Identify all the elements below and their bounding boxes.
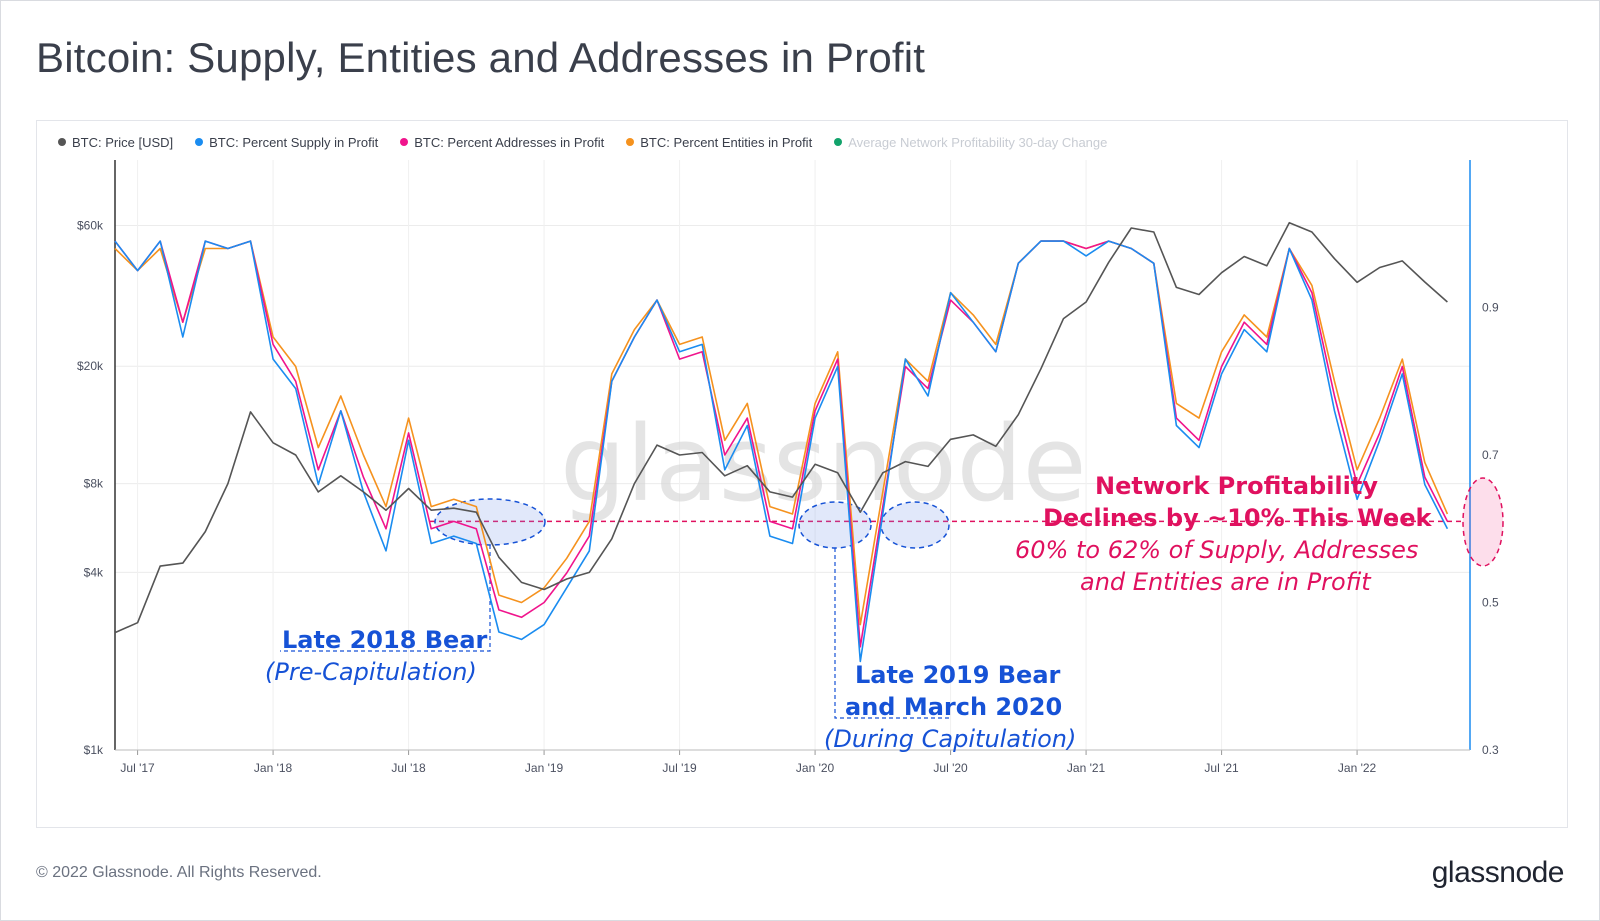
- highlight-current: [1462, 477, 1504, 567]
- x-tick-label: Jul '18: [391, 761, 426, 775]
- ann-late2019-sub: (During Capitulation): [824, 725, 1076, 753]
- legend-dot-price: [58, 138, 66, 146]
- y-left-tick-label: $20k: [77, 359, 104, 373]
- legend-dot-entities: [626, 138, 635, 146]
- axes: [114, 160, 1471, 755]
- x-tick-label: Jul '21: [1204, 761, 1239, 775]
- legend-label-avg-change: Average Network Profitability 30-day Cha…: [848, 134, 1108, 150]
- brand-logo: glassnode: [1431, 856, 1565, 889]
- legend-item-price[interactable]: BTC: Price [USD]: [58, 135, 173, 150]
- x-tick-label: Jul '20: [933, 761, 968, 775]
- tick-labels: $1k $4k $8k $20k $60k 0.3 0.5 0.7 0.9 Jul '17 Jan …: [77, 218, 1499, 775]
- x-tick-label: Jan '18: [254, 761, 293, 775]
- ann-network-line2: Declines by ~10% This Week: [1043, 504, 1432, 532]
- copyright-text: © 2022 Glassnode. All Rights Reserved.: [36, 864, 322, 881]
- legend-label-entities: BTC: Percent Entities in Profit: [640, 134, 813, 150]
- y-left-tick-label: $60k: [77, 218, 104, 232]
- annotation-labels: Late 2018 Bear (Pre-Capitulation) Late 2…: [265, 472, 1432, 753]
- ann-network-line1: Network Profitability: [1095, 472, 1378, 500]
- watermark-text: glassnode: [560, 403, 1087, 525]
- chart-panel: [36, 120, 1568, 828]
- y-left-tick-label: $1k: [84, 743, 104, 757]
- y-right-tick-label: 0.5: [1482, 596, 1499, 610]
- y-right-tick-label: 0.7: [1482, 448, 1499, 462]
- chart-legend: BTC: Price [USD] BTC: Percent Supply in …: [58, 132, 1107, 152]
- y-right-tick-label: 0.9: [1482, 301, 1499, 315]
- ann-late2018-sub: (Pre-Capitulation): [265, 658, 477, 686]
- x-tick-label: Jul '17: [120, 761, 155, 775]
- legend-dot-supply: [195, 138, 204, 146]
- x-tick-label: Jan '20: [796, 761, 835, 775]
- y-left-tick-label: $8k: [84, 477, 104, 491]
- x-tick-label: Jan '22: [1338, 761, 1377, 775]
- legend-label-addresses: BTC: Percent Addresses in Profit: [414, 134, 605, 150]
- legend-dot-addresses: [400, 138, 409, 146]
- series-line-btc-price-usd: [114, 221, 1448, 634]
- x-tick-label: Jan '21: [1067, 761, 1106, 775]
- legend-item-entities[interactable]: BTC: Percent Entities in Profit: [626, 135, 812, 150]
- legend-item-supply[interactable]: BTC: Percent Supply in Profit: [195, 135, 378, 150]
- legend-label-supply: BTC: Percent Supply in Profit: [209, 134, 379, 150]
- legend-item-addresses[interactable]: BTC: Percent Addresses in Profit: [400, 135, 604, 150]
- highlight-late2019: [798, 501, 872, 549]
- chart-title: Bitcoin: Supply, Entities and Addresses …: [36, 34, 926, 81]
- series-line-btc-percent-entities-in-profit: [114, 240, 1449, 626]
- series-lines: [114, 221, 1449, 663]
- x-tick-label: Jul '19: [662, 761, 697, 775]
- legend-label-price: BTC: Price [USD]: [72, 134, 174, 150]
- highlight-march2020: [880, 501, 950, 549]
- y-right-tick-label: 0.3: [1482, 743, 1499, 757]
- series-line-btc-percent-supply-in-profit: [114, 240, 1449, 663]
- ann-late2019-line1: Late 2019 Bear: [855, 661, 1061, 689]
- x-tick-label: Jan '19: [525, 761, 564, 775]
- ann-late2019-line2: and March 2020: [845, 693, 1062, 721]
- legend-dot-avg-change: [834, 138, 843, 146]
- ann-late2018-title: Late 2018 Bear: [282, 626, 488, 654]
- legend-item-avg-change[interactable]: Average Network Profitability 30-day Cha…: [834, 135, 1107, 150]
- y-left-tick-label: $4k: [84, 565, 104, 579]
- ann-network-line3: 60% to 62% of Supply, Addresses: [1015, 536, 1418, 564]
- connector-late2019: [834, 548, 952, 719]
- ann-network-line4: and Entities are in Profit: [1080, 568, 1372, 596]
